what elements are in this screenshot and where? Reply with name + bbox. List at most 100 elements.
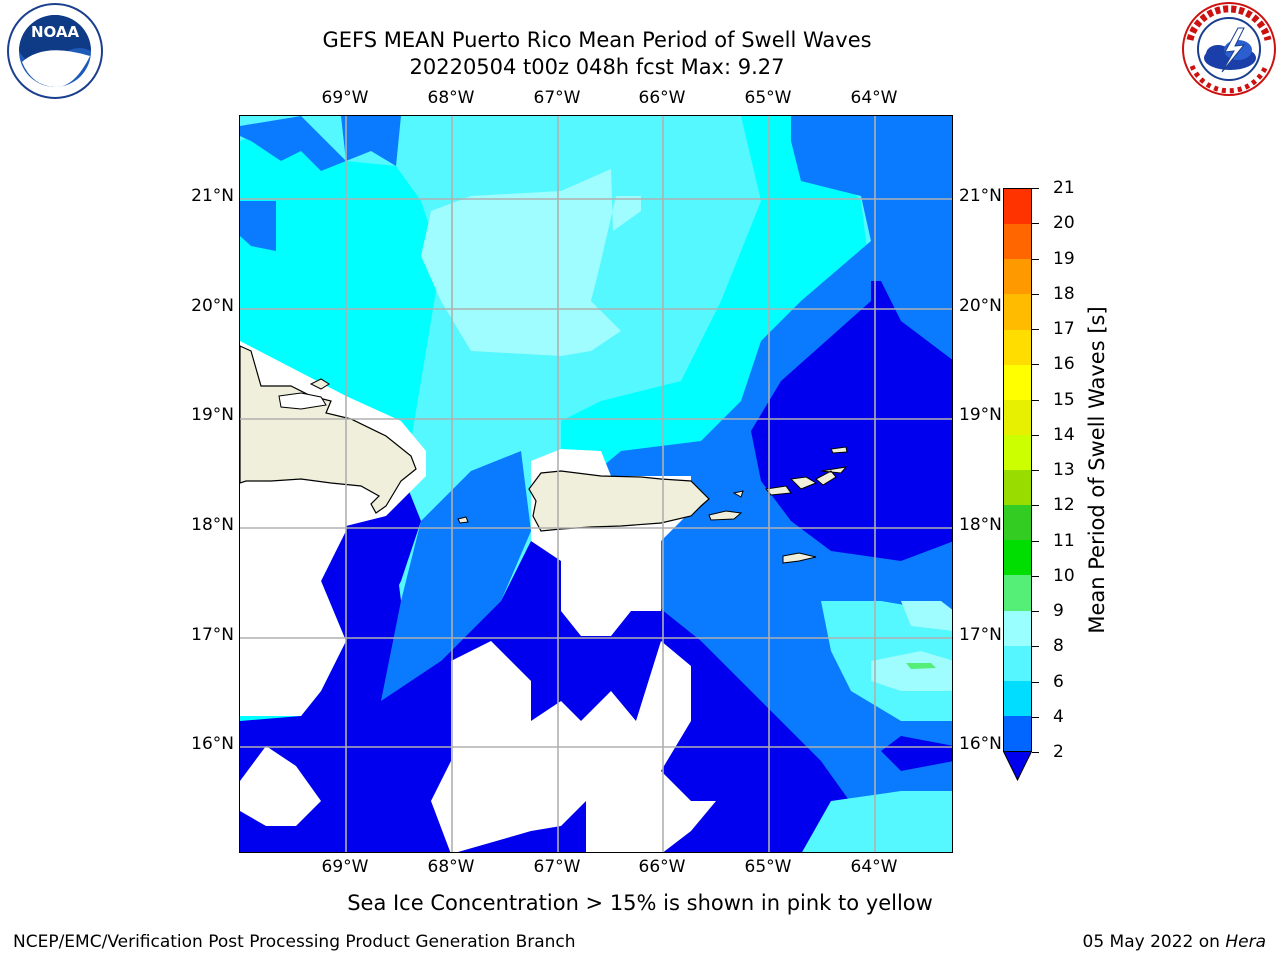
colorbar-segment bbox=[1004, 680, 1031, 716]
lat-label-right-21n: 21°N bbox=[959, 186, 1002, 206]
land-mona bbox=[457, 516, 469, 524]
footer-host: Hera bbox=[1225, 932, 1266, 952]
lat-label-left-16n: 16°N bbox=[191, 734, 234, 754]
colorbar-tick-label: 15 bbox=[1053, 389, 1075, 410]
land-hispaniola-bay-cut bbox=[278, 392, 327, 410]
map-canvas bbox=[240, 116, 952, 852]
colorbar-segment bbox=[1004, 189, 1031, 225]
colorbar-tick-mark bbox=[1032, 435, 1039, 436]
swell-fill-deep-east bbox=[751, 281, 952, 561]
land-hispaniola bbox=[240, 345, 417, 514]
colorbar-segment bbox=[1004, 364, 1031, 400]
lat-label-left-18n: 18°N bbox=[191, 515, 234, 535]
swell-fill-light-mid-southeast bbox=[901, 601, 952, 631]
colorbar bbox=[1003, 188, 1032, 752]
colorbar-tick-mark bbox=[1032, 505, 1039, 506]
lat-label-right-19n: 19°N bbox=[959, 405, 1002, 425]
swell-fill-blue-northwest bbox=[240, 116, 346, 171]
colorbar-tick-label: 20 bbox=[1053, 213, 1075, 234]
land-puerto-rico bbox=[528, 470, 710, 532]
sea-ice-note: Sea Ice Concentration > 15% is shown in … bbox=[347, 891, 933, 915]
colorbar-segment bbox=[1004, 610, 1031, 646]
lon-label-top-69w: 69°W bbox=[321, 88, 369, 108]
colorbar-tick-label: 11 bbox=[1053, 530, 1075, 551]
colorbar-segment bbox=[1004, 505, 1031, 541]
lon-label-top-67w: 67°W bbox=[533, 88, 581, 108]
footer-date-text: 05 May 2022 on bbox=[1082, 932, 1220, 952]
swell-fill-green-spot bbox=[906, 663, 936, 669]
colorbar-tick-label: 10 bbox=[1053, 565, 1075, 586]
lat-label-right-17n: 17°N bbox=[959, 625, 1002, 645]
colorbar-segment bbox=[1004, 329, 1031, 365]
colorbar-tick-mark bbox=[1032, 259, 1039, 260]
colorbar-tick-mark bbox=[1032, 294, 1039, 295]
land-culebra bbox=[732, 490, 744, 498]
colorbar-tick-label: 19 bbox=[1053, 248, 1075, 269]
graticule bbox=[240, 116, 952, 852]
footer-date: 05 May 2022 on Hera bbox=[1083, 932, 1267, 952]
colorbar-tick-mark bbox=[1032, 223, 1039, 224]
colorbar-tick-mark bbox=[1032, 329, 1039, 330]
colorbar-tick-label: 6 bbox=[1053, 671, 1064, 692]
lat-label-right-16n: 16°N bbox=[959, 734, 1002, 754]
lat-label-left-21n: 21°N bbox=[191, 186, 234, 206]
nws-logo bbox=[1182, 2, 1276, 96]
colorbar-segment bbox=[1004, 645, 1031, 681]
colorbar-tick-label: 16 bbox=[1053, 354, 1075, 375]
colorbar-segment bbox=[1004, 575, 1031, 611]
colorbar-tick-mark bbox=[1032, 541, 1039, 542]
swell-fill-deep-south bbox=[240, 521, 871, 852]
colorbar-tick-mark bbox=[1032, 752, 1039, 753]
land-st-croix bbox=[782, 552, 817, 564]
colorbar-tick-label: 21 bbox=[1053, 178, 1075, 198]
colorbar-tick-mark bbox=[1032, 470, 1039, 471]
land-vieques bbox=[708, 510, 743, 521]
swell-fill-blue-nw-top bbox=[341, 116, 401, 166]
colorbar-tick-label: 8 bbox=[1053, 636, 1064, 657]
colorbar-segment bbox=[1004, 540, 1031, 576]
map-title: GEFS MEAN Puerto Rico Mean Period of Swe… bbox=[322, 28, 872, 52]
svg-text:NOAA: NOAA bbox=[31, 23, 80, 41]
colorbar-under-arrow bbox=[1003, 751, 1032, 781]
lon-label-bottom-69w: 69°W bbox=[321, 857, 369, 877]
colorbar-segment bbox=[1004, 294, 1031, 330]
colorbar-tick-mark bbox=[1032, 576, 1039, 577]
no-data-west-island bbox=[240, 746, 321, 826]
lon-label-bottom-66w: 66°W bbox=[638, 857, 686, 877]
colorbar-segments bbox=[1004, 189, 1031, 751]
swell-fill-deep-southeast bbox=[881, 736, 952, 771]
lat-label-left-17n: 17°N bbox=[191, 625, 234, 645]
noaa-logo: NOAA bbox=[7, 3, 103, 99]
lat-label-right-20n: 20°N bbox=[959, 296, 1002, 316]
footer-credit: NCEP/EMC/Verification Post Processing Pr… bbox=[13, 932, 576, 952]
lon-label-top-68w: 68°W bbox=[427, 88, 475, 108]
colorbar-tick-label: 17 bbox=[1053, 319, 1075, 339]
colorbar-segment bbox=[1004, 224, 1031, 260]
colorbar-tick-label: 14 bbox=[1053, 424, 1075, 445]
lon-label-bottom-68w: 68°W bbox=[427, 857, 475, 877]
colorbar-segment bbox=[1004, 715, 1031, 751]
colorbar-tick-mark bbox=[1032, 646, 1039, 647]
lat-label-left-20n: 20°N bbox=[191, 296, 234, 316]
colorbar-tick-mark bbox=[1032, 364, 1039, 365]
lon-label-top-65w: 65°W bbox=[744, 88, 792, 108]
no-data-west bbox=[240, 526, 346, 716]
lon-label-top-64w: 64°W bbox=[850, 88, 898, 108]
lat-label-left-19n: 19°N bbox=[191, 405, 234, 425]
swell-fill-pale-southeast bbox=[871, 651, 952, 691]
colorbar-segment bbox=[1004, 259, 1031, 295]
colorbar-tick-mark bbox=[1032, 682, 1039, 683]
colorbar-tick-mark bbox=[1032, 611, 1039, 612]
colorbar-tick-label: 2 bbox=[1053, 742, 1064, 762]
colorbar-label: Mean Period of Swell Waves [s] bbox=[1085, 306, 1109, 634]
lon-label-bottom-64w: 64°W bbox=[850, 857, 898, 877]
colorbar-tick-label: 12 bbox=[1053, 495, 1075, 516]
map-subtitle: 20220504 t00z 048h fcst Max: 9.27 bbox=[409, 55, 785, 79]
land-anegada bbox=[830, 446, 848, 454]
colorbar-tick-mark bbox=[1032, 717, 1039, 718]
lon-label-bottom-65w: 65°W bbox=[744, 857, 792, 877]
map-panel[interactable] bbox=[239, 115, 953, 853]
colorbar-tick-mark bbox=[1032, 188, 1039, 189]
swell-fill-light-south-tip bbox=[802, 791, 952, 852]
colorbar-segment bbox=[1004, 470, 1031, 506]
